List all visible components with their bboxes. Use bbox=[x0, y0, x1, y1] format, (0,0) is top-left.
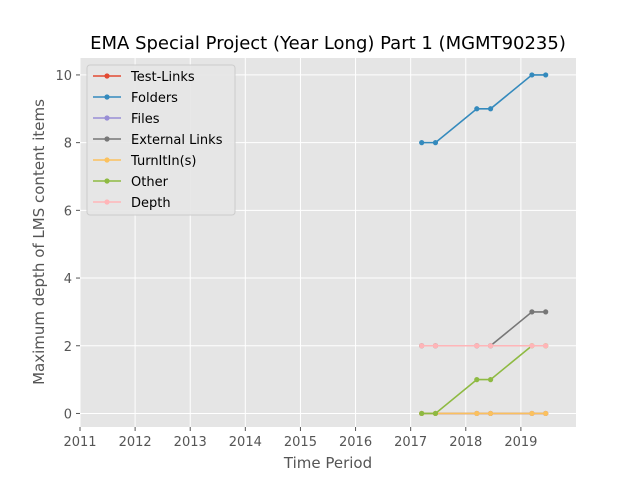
legend-entry: Other bbox=[93, 175, 169, 190]
series-layer bbox=[419, 72, 549, 417]
data-point-folders bbox=[529, 72, 535, 78]
legend-label: Folders bbox=[131, 91, 178, 106]
data-point-depth bbox=[419, 343, 425, 349]
y-tick-label: 2 bbox=[64, 340, 72, 355]
y-tick-label: 10 bbox=[55, 69, 72, 84]
data-point-folders bbox=[474, 106, 480, 112]
legend-swatch-marker bbox=[104, 73, 110, 79]
series-folders bbox=[419, 72, 549, 146]
y-tick-label: 0 bbox=[64, 407, 72, 422]
x-tick-label: 2018 bbox=[449, 435, 482, 450]
data-point-turnitin-s bbox=[487, 410, 494, 417]
legend-swatch-marker bbox=[104, 157, 110, 163]
legend-label: Depth bbox=[131, 196, 171, 211]
data-point-other bbox=[432, 410, 439, 417]
legend-label: Test-Links bbox=[130, 70, 195, 85]
data-point-folders bbox=[543, 72, 549, 78]
y-tick-label: 8 bbox=[64, 137, 72, 152]
data-point-depth bbox=[474, 343, 480, 349]
y-tick-label: 6 bbox=[64, 204, 72, 219]
x-tick-label: 2014 bbox=[229, 435, 262, 450]
legend-swatch-marker bbox=[104, 178, 110, 184]
data-point-depth bbox=[529, 343, 535, 349]
legend-label: Files bbox=[131, 112, 160, 127]
legend: Test-Links Folders Files External Links Turn… bbox=[86, 64, 236, 216]
legend-swatch-marker bbox=[104, 199, 110, 205]
data-point-folders bbox=[419, 140, 425, 146]
data-point-turnitin-s bbox=[543, 410, 549, 417]
x-tick-label: 2017 bbox=[394, 435, 427, 450]
data-point-other bbox=[419, 410, 425, 417]
legend-entry: Depth bbox=[93, 196, 171, 211]
legend-swatch-marker bbox=[104, 115, 110, 121]
data-point-external-links bbox=[543, 309, 549, 315]
y-tick-label: 4 bbox=[64, 272, 72, 287]
legend-entry: Files bbox=[93, 112, 160, 127]
x-tick-label: 2019 bbox=[504, 435, 537, 450]
x-tick-label: 2012 bbox=[119, 435, 152, 450]
data-point-folders bbox=[432, 140, 439, 146]
data-point-folders bbox=[487, 106, 494, 112]
data-point-other bbox=[474, 377, 480, 383]
legend-entry: Folders bbox=[93, 91, 178, 106]
y-axis-ticks: 0 2 4 6 8 10 bbox=[55, 69, 80, 422]
data-point-depth bbox=[432, 343, 439, 349]
x-tick-label: 2013 bbox=[174, 435, 207, 450]
x-tick-label: 2016 bbox=[339, 435, 372, 450]
legend-entry: TurnItIn(s) bbox=[93, 154, 196, 169]
data-point-depth bbox=[487, 343, 494, 349]
data-point-other bbox=[487, 377, 494, 383]
legend-box bbox=[86, 64, 236, 216]
series-depth bbox=[419, 343, 549, 349]
data-point-depth bbox=[543, 343, 549, 349]
legend-entry: Test-Links bbox=[93, 70, 195, 85]
legend-swatch-marker bbox=[104, 136, 110, 142]
x-axis-label: Time Period bbox=[283, 454, 372, 472]
data-point-turnitin-s bbox=[474, 410, 480, 417]
y-axis-label: Maximum depth of LMS content items bbox=[30, 99, 48, 385]
x-axis-ticks: 2011 2012 2013 2014 2015 2016 2017 2018 2019 bbox=[63, 427, 537, 450]
x-tick-label: 2015 bbox=[284, 435, 317, 450]
legend-label: TurnItIn(s) bbox=[130, 154, 196, 169]
x-tick-label: 2011 bbox=[63, 435, 96, 450]
data-point-external-links bbox=[529, 309, 535, 315]
legend-entry: External Links bbox=[93, 133, 223, 148]
legend-swatch-marker bbox=[104, 94, 110, 100]
chart-title: EMA Special Project (Year Long) Part 1 (… bbox=[90, 33, 566, 54]
legend-label: Other bbox=[131, 175, 169, 190]
legend-label: External Links bbox=[131, 133, 223, 148]
data-point-turnitin-s bbox=[529, 410, 535, 417]
